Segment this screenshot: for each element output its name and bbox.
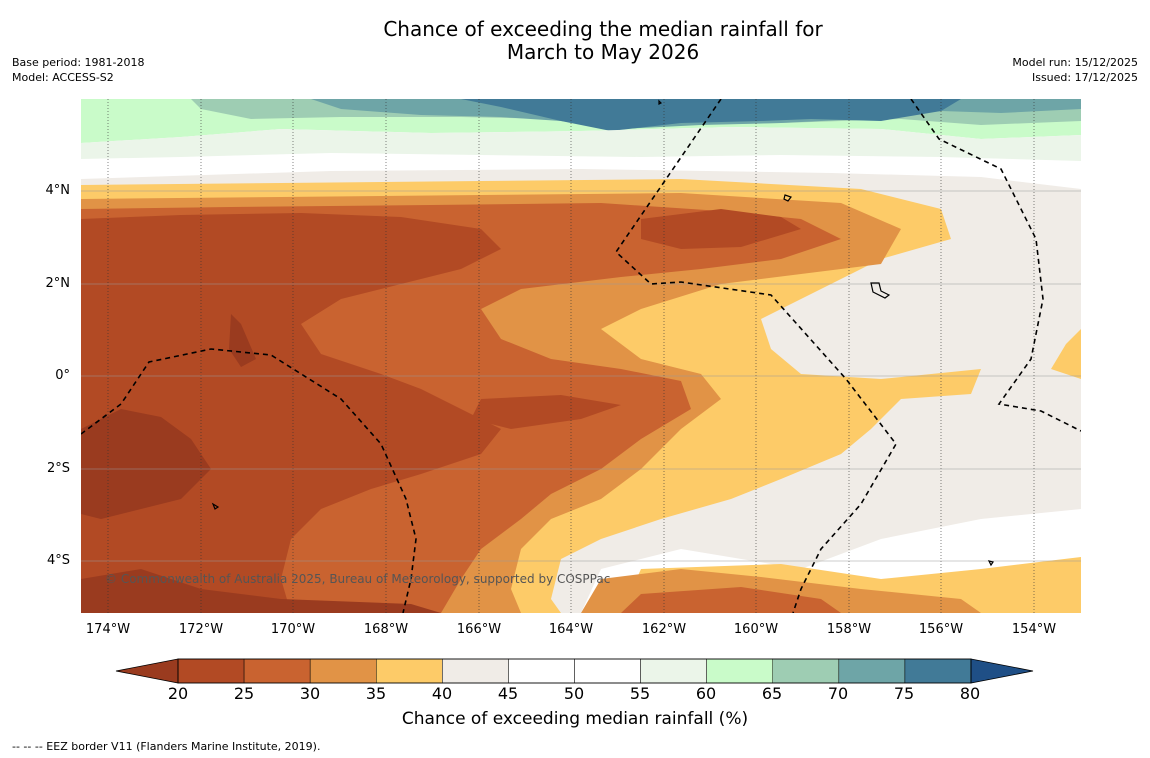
colorbar-tick-25: 25 (233, 684, 255, 703)
lon-label-164w: 164°W (548, 622, 594, 637)
colorbar-over-arrow (970, 658, 1034, 684)
colorbar-tick-60: 60 (695, 684, 717, 703)
colorbar-tick-80: 80 (959, 684, 981, 703)
colorbar-under-arrow (115, 658, 179, 684)
lon-label-162w: 162°W (641, 622, 687, 637)
title-line-1: Chance of exceeding the median rainfall … (383, 17, 823, 41)
colorbar-frame (177, 658, 972, 684)
lon-label-154w: 154°W (1011, 622, 1057, 637)
region-below-20-south (81, 569, 441, 613)
meta-left: Base period: 1981-2018 Model: ACCESS-S2 (12, 55, 144, 85)
colorbar-tick-55: 55 (629, 684, 651, 703)
lon-label-158w: 158°W (826, 622, 872, 637)
region-20-25 (81, 213, 501, 613)
lat-label-0: 0° (55, 368, 70, 383)
colorbar-tick-50: 50 (563, 684, 585, 703)
island-tabuaeran (783, 194, 792, 202)
chart-title: Chance of exceeding the median rainfall … (0, 18, 1150, 64)
base-period: Base period: 1981-2018 (12, 56, 145, 69)
eez-legend-footer: -- -- -- EEZ border V11 (Flanders Marine… (12, 740, 321, 753)
colorbar-tick-20: 20 (167, 684, 189, 703)
region-below-20-spot (229, 314, 256, 367)
islands (211, 99, 994, 567)
colorbar-tick-30: 30 (299, 684, 321, 703)
lon-label-174w: 174°W (85, 622, 131, 637)
colorbar-tick-35: 35 (365, 684, 387, 703)
colorbar-segment (442, 658, 509, 684)
region-55-60 (81, 127, 1081, 161)
lon-label-172w: 172°W (178, 622, 224, 637)
colorbar-tick-45: 45 (497, 684, 519, 703)
lon-label-160w: 160°W (733, 622, 779, 637)
colorbar-segment (309, 658, 377, 684)
region-35-40-east (1051, 329, 1081, 379)
colorbar-segment (177, 658, 245, 684)
colorbar-segment (838, 658, 906, 684)
island-small-3 (658, 99, 663, 105)
colorbar-label: Chance of exceeding median rainfall (%) (401, 709, 749, 729)
colorbar-segment (904, 658, 972, 684)
colorbar-tick-70: 70 (827, 684, 849, 703)
lat-label-4n: 4°N (45, 183, 71, 198)
lat-label-2n: 2°N (45, 276, 71, 291)
lon-label-166w: 166°W (456, 622, 502, 637)
colorbar-segment (376, 658, 443, 684)
colorbar-segment (574, 658, 641, 684)
eez-border-jarvis (910, 99, 1081, 432)
region-20-25-mid (471, 395, 621, 429)
model-run: Model run: 15/12/2025 (1012, 56, 1138, 69)
meta-right: Model run: 15/12/2025 Issued: 17/12/2025 (1012, 55, 1138, 85)
eez-border-kiribati-north (614, 99, 897, 613)
colorbar (115, 658, 1034, 684)
colorbar-tick-40: 40 (431, 684, 453, 703)
lat-label-2s: 2°S (46, 461, 70, 476)
lon-label-170w: 170°W (270, 622, 316, 637)
colorbar-tick-75: 75 (893, 684, 915, 703)
lon-label-168w: 168°W (363, 622, 409, 637)
eez-borders (81, 99, 1081, 613)
region-20-25-north (641, 209, 801, 249)
colorbar-segment (243, 658, 311, 684)
island-kiritimati (870, 282, 891, 299)
region-75-80 (461, 99, 961, 131)
title-line-2: March to May 2026 (506, 40, 700, 64)
colorbar-segment (508, 658, 575, 684)
copyright-notice: © Commonwealth of Australia 2025, Bureau… (105, 572, 611, 586)
parallels (81, 190, 1081, 562)
colorbar-tick-65: 65 (761, 684, 783, 703)
issued-date: Issued: 17/12/2025 (1031, 71, 1138, 84)
island-small-2 (987, 560, 994, 567)
lat-label-4s: 4°S (46, 553, 70, 568)
rainfall-map (81, 99, 1081, 613)
colorbar-segment (706, 658, 774, 684)
region-25-30-south (621, 587, 841, 613)
colorbar-segment (640, 658, 707, 684)
island-small (211, 502, 220, 510)
region-below-20 (81, 409, 211, 519)
colorbar-segment (772, 658, 840, 684)
lon-label-156w: 156°W (918, 622, 964, 637)
model-name: Model: ACCESS-S2 (12, 71, 114, 84)
eez-border-tokelau (81, 348, 417, 613)
